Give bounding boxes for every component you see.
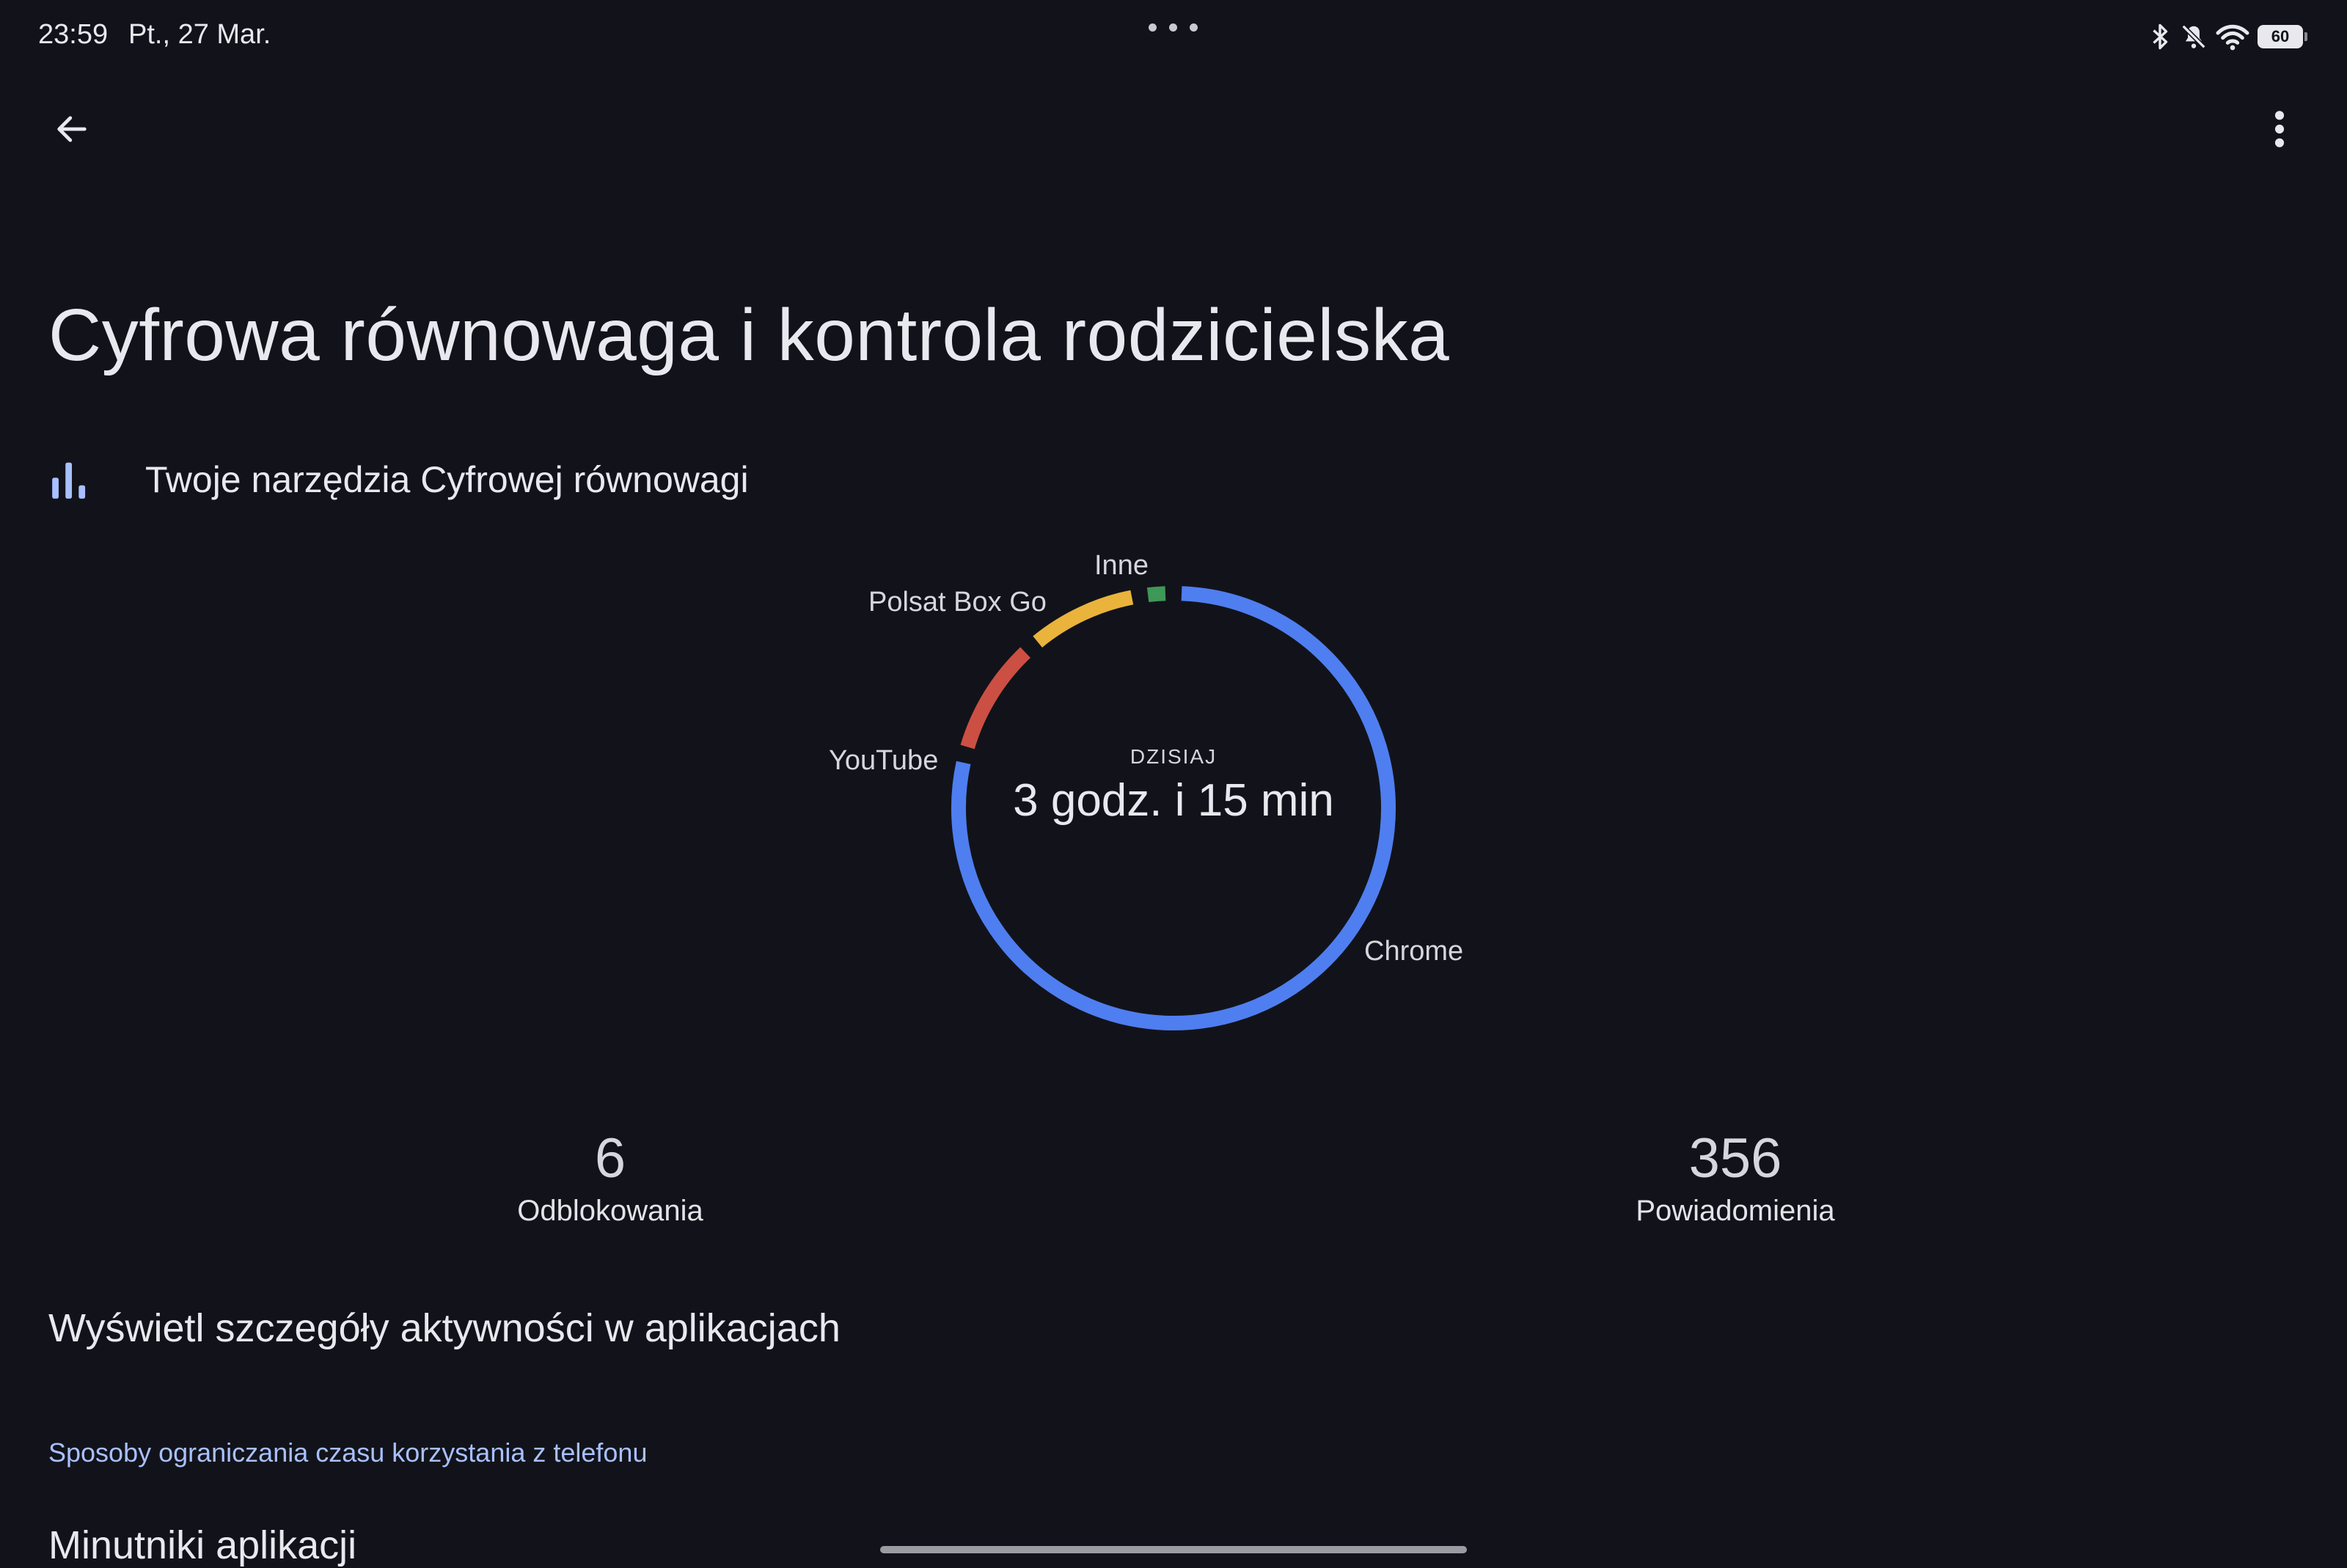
back-button[interactable]	[44, 101, 100, 157]
more-options-button[interactable]	[2252, 101, 2307, 157]
limits-section-header: Sposoby ograniczania czasu korzystania z…	[48, 1437, 648, 1468]
app-activity-details-link[interactable]: Wyświetl szczegóły aktywności w aplikacj…	[48, 1306, 841, 1350]
segment-label-polsat: Polsat Box Go	[868, 587, 1047, 618]
unlocks-value: 6	[594, 1127, 626, 1190]
battery-icon: 60	[2258, 25, 2307, 48]
more-vert-icon	[2274, 111, 2285, 147]
bluetooth-icon	[2153, 23, 2168, 50]
more-dots-icon[interactable]	[1149, 23, 1198, 35]
donut-segment-chrome	[951, 586, 1396, 1030]
segment-label-youtube: YouTube	[829, 745, 939, 776]
notifications-off-icon	[2181, 24, 2206, 49]
wifi-icon	[2216, 24, 2249, 51]
status-time: 23:59	[38, 19, 109, 50]
unlocks-stat[interactable]: 6 Odblokowania	[390, 1126, 830, 1228]
segment-label-chrome: Chrome	[1364, 936, 1464, 967]
status-date: Pt., 27 Mar.	[128, 19, 271, 50]
donut-segment-youtube	[960, 647, 1031, 750]
donut-segment-polsat-box-go	[1033, 590, 1134, 648]
today-caption: DZISIAJ	[1129, 745, 1218, 768]
digital-wellbeing-tools-row[interactable]: Twoje narzędzia Cyfrowej równowagi	[48, 450, 749, 509]
notifications-stat[interactable]: 356 Powiadomienia	[1515, 1126, 1955, 1228]
page-title: Cyfrowa równowaga i kontrola rodzicielsk…	[48, 294, 1450, 376]
unlocks-label: Odblokowania	[517, 1195, 703, 1227]
status-icons: 60	[2148, 19, 2307, 54]
segment-label-inne: Inne	[1094, 550, 1149, 581]
notifications-label: Powiadomienia	[1636, 1195, 1835, 1227]
app-timers-item[interactable]: Minutniki aplikacji	[48, 1523, 357, 1567]
battery-level: 60	[2271, 27, 2290, 45]
home-indicator[interactable]	[880, 1546, 1467, 1553]
notifications-value: 356	[1688, 1127, 1782, 1190]
usage-donut-chart[interactable]	[946, 581, 1401, 1036]
arrow-left-icon	[57, 116, 87, 142]
donut-segment-inne	[1146, 586, 1166, 603]
section-label: Twoje narzędzia Cyfrowej równowagi	[145, 459, 749, 500]
total-screen-time: 3 godz. i 15 min	[1013, 775, 1334, 826]
bar-chart-icon	[52, 462, 86, 499]
